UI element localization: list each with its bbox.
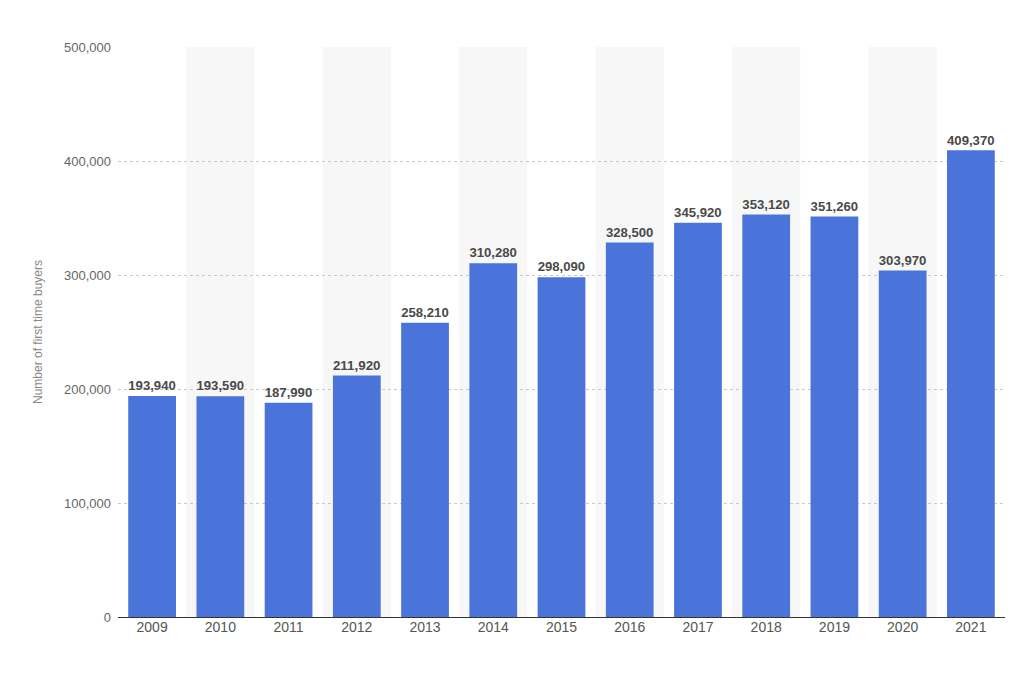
svg-text:Number of first time buyers: Number of first time buyers [31,260,45,404]
svg-text:300,000: 300,000 [64,268,111,283]
svg-text:2009: 2009 [137,619,168,635]
svg-text:0: 0 [104,610,111,625]
svg-text:328,500: 328,500 [606,225,654,240]
svg-text:2021: 2021 [955,619,986,635]
svg-text:211,920: 211,920 [333,358,381,373]
svg-text:2017: 2017 [682,619,713,635]
svg-text:2015: 2015 [546,619,577,635]
svg-text:2016: 2016 [614,619,645,635]
svg-text:400,000: 400,000 [64,154,111,169]
svg-text:353,120: 353,120 [742,197,790,212]
svg-text:200,000: 200,000 [64,382,111,397]
svg-text:193,590: 193,590 [196,378,244,393]
svg-text:303,970: 303,970 [879,253,927,268]
svg-text:187,990: 187,990 [265,385,313,400]
svg-text:2012: 2012 [341,619,372,635]
svg-text:2020: 2020 [887,619,918,635]
svg-text:2011: 2011 [274,619,304,635]
svg-text:345,920: 345,920 [674,205,722,220]
svg-text:193,940: 193,940 [128,378,176,393]
svg-text:351,260: 351,260 [811,199,859,214]
svg-text:310,280: 310,280 [469,245,517,260]
svg-text:2014: 2014 [478,619,509,635]
svg-text:258,210: 258,210 [401,305,449,320]
svg-text:409,370: 409,370 [947,133,995,148]
svg-text:2010: 2010 [205,619,236,635]
svg-text:100,000: 100,000 [64,496,111,511]
svg-text:500,000: 500,000 [64,40,111,55]
svg-text:298,090: 298,090 [538,259,586,274]
svg-text:2019: 2019 [819,619,850,635]
svg-text:2018: 2018 [751,619,782,635]
svg-text:2013: 2013 [409,619,440,635]
